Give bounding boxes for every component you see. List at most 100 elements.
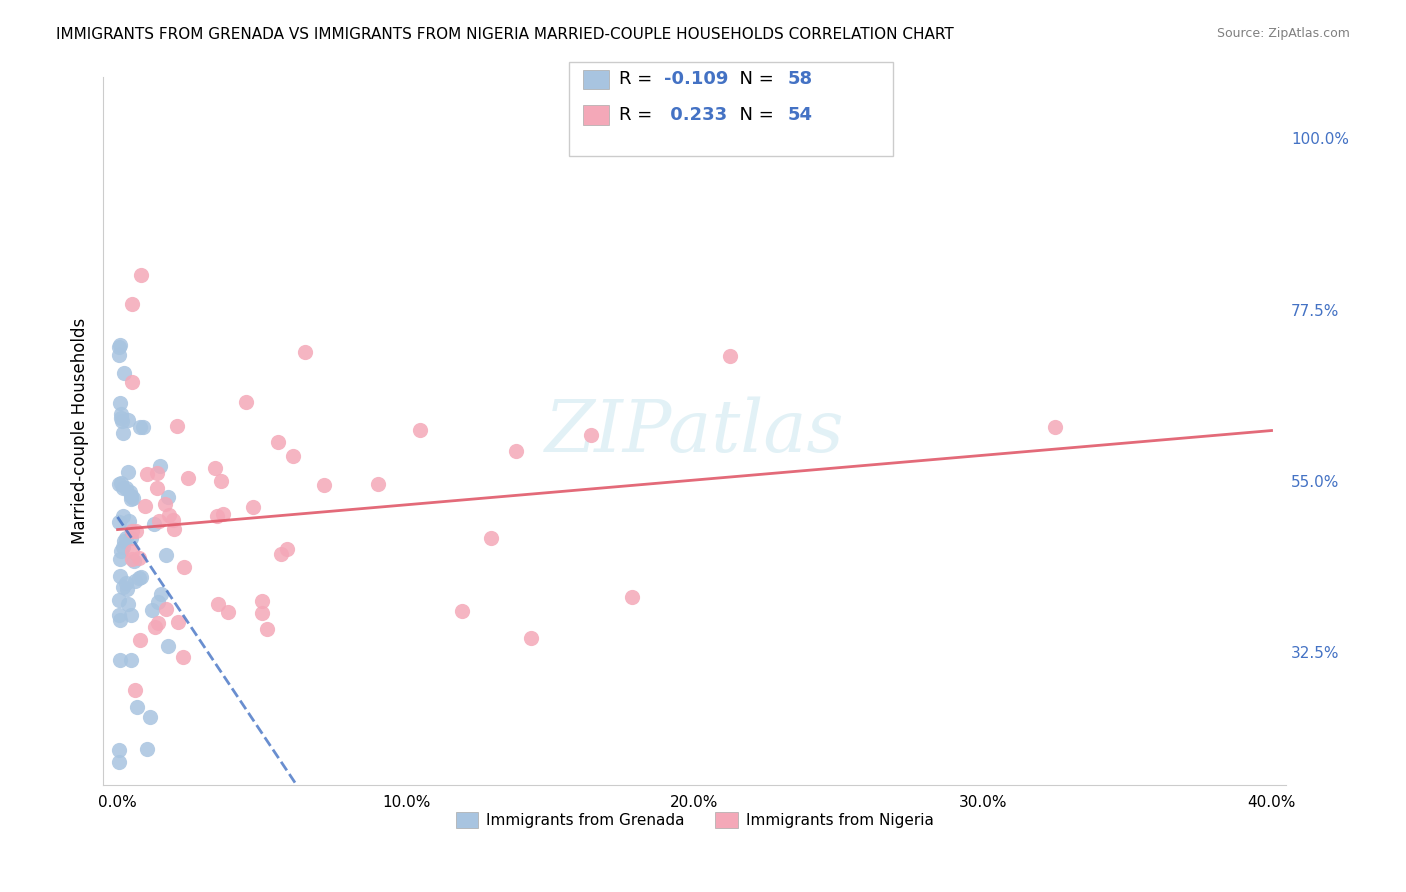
Point bbox=[149, 458, 172, 473]
Point bbox=[204, 460, 226, 475]
Point bbox=[115, 481, 138, 495]
Text: Source: ZipAtlas.com: Source: ZipAtlas.com bbox=[1216, 27, 1350, 40]
Point bbox=[270, 547, 292, 561]
Point bbox=[117, 582, 139, 597]
Text: N =: N = bbox=[728, 70, 780, 88]
Point bbox=[120, 492, 142, 507]
Point bbox=[122, 491, 145, 505]
Point bbox=[276, 541, 298, 556]
Point bbox=[163, 522, 186, 536]
Point bbox=[118, 514, 141, 528]
Point bbox=[367, 476, 389, 491]
Point bbox=[621, 590, 644, 604]
Point bbox=[162, 513, 184, 527]
Point bbox=[205, 509, 228, 524]
Point bbox=[157, 508, 180, 522]
Point bbox=[146, 615, 169, 630]
Point bbox=[125, 700, 148, 714]
Point bbox=[314, 478, 336, 492]
Point bbox=[108, 569, 131, 583]
Point bbox=[143, 620, 166, 634]
Point bbox=[111, 482, 134, 496]
Point bbox=[172, 650, 194, 665]
Point bbox=[579, 427, 602, 442]
Point bbox=[120, 489, 142, 503]
Point bbox=[519, 632, 541, 646]
Point bbox=[409, 423, 432, 437]
Point bbox=[121, 375, 143, 389]
Point bbox=[120, 608, 142, 623]
Point bbox=[124, 574, 146, 589]
Point bbox=[108, 756, 131, 770]
Point bbox=[112, 366, 135, 380]
Point bbox=[156, 640, 179, 654]
Point bbox=[121, 524, 143, 538]
Point bbox=[110, 476, 132, 491]
Y-axis label: Married-couple Households: Married-couple Households bbox=[72, 318, 89, 544]
Point bbox=[155, 602, 177, 616]
Point bbox=[111, 414, 134, 428]
Point bbox=[108, 743, 131, 757]
Point bbox=[166, 615, 188, 630]
Text: N =: N = bbox=[728, 106, 780, 124]
Text: IMMIGRANTS FROM GRENADA VS IMMIGRANTS FROM NIGERIA MARRIED-COUPLE HOUSEHOLDS COR: IMMIGRANTS FROM GRENADA VS IMMIGRANTS FR… bbox=[56, 27, 955, 42]
Point bbox=[256, 622, 278, 636]
Point bbox=[111, 580, 134, 594]
Point bbox=[120, 484, 142, 499]
Point bbox=[128, 419, 150, 434]
Point bbox=[235, 395, 257, 409]
Point bbox=[166, 418, 188, 433]
Point bbox=[111, 426, 134, 441]
Point bbox=[117, 466, 139, 480]
Point bbox=[132, 419, 155, 434]
Point bbox=[120, 653, 142, 667]
Point bbox=[111, 508, 134, 523]
Point bbox=[110, 411, 132, 425]
Point bbox=[117, 413, 139, 427]
Text: 58: 58 bbox=[787, 70, 813, 88]
Text: R =: R = bbox=[619, 70, 658, 88]
Point bbox=[115, 531, 138, 545]
Point bbox=[155, 548, 177, 562]
Point bbox=[128, 550, 150, 565]
Point bbox=[121, 296, 143, 310]
Point bbox=[111, 540, 134, 554]
Point bbox=[112, 533, 135, 548]
Point bbox=[124, 682, 146, 697]
Point bbox=[108, 608, 131, 623]
Point bbox=[129, 268, 152, 283]
Point bbox=[250, 594, 273, 608]
Point bbox=[135, 741, 157, 756]
Point bbox=[114, 576, 136, 591]
Point bbox=[139, 710, 162, 724]
Point bbox=[146, 481, 169, 495]
Text: -0.109: -0.109 bbox=[664, 70, 728, 88]
Point bbox=[128, 571, 150, 585]
Point bbox=[146, 595, 169, 609]
Point bbox=[121, 543, 143, 558]
Point bbox=[479, 532, 502, 546]
Point bbox=[110, 338, 132, 352]
Point bbox=[110, 613, 132, 627]
Point bbox=[131, 570, 153, 584]
Point bbox=[121, 552, 143, 566]
Text: R =: R = bbox=[619, 106, 658, 124]
Point bbox=[143, 517, 166, 532]
Point bbox=[108, 593, 131, 607]
Point bbox=[125, 524, 148, 538]
Point bbox=[212, 508, 235, 522]
Point bbox=[108, 340, 131, 354]
Point bbox=[145, 466, 167, 480]
Point bbox=[252, 607, 274, 621]
Point bbox=[217, 605, 239, 619]
Point bbox=[148, 514, 170, 528]
Point bbox=[157, 490, 180, 504]
Point bbox=[110, 552, 132, 566]
Point bbox=[505, 443, 527, 458]
Point bbox=[149, 587, 172, 601]
Point bbox=[173, 559, 195, 574]
Point bbox=[209, 475, 232, 489]
Point bbox=[108, 515, 131, 529]
Point bbox=[129, 632, 152, 647]
Point bbox=[177, 471, 200, 485]
